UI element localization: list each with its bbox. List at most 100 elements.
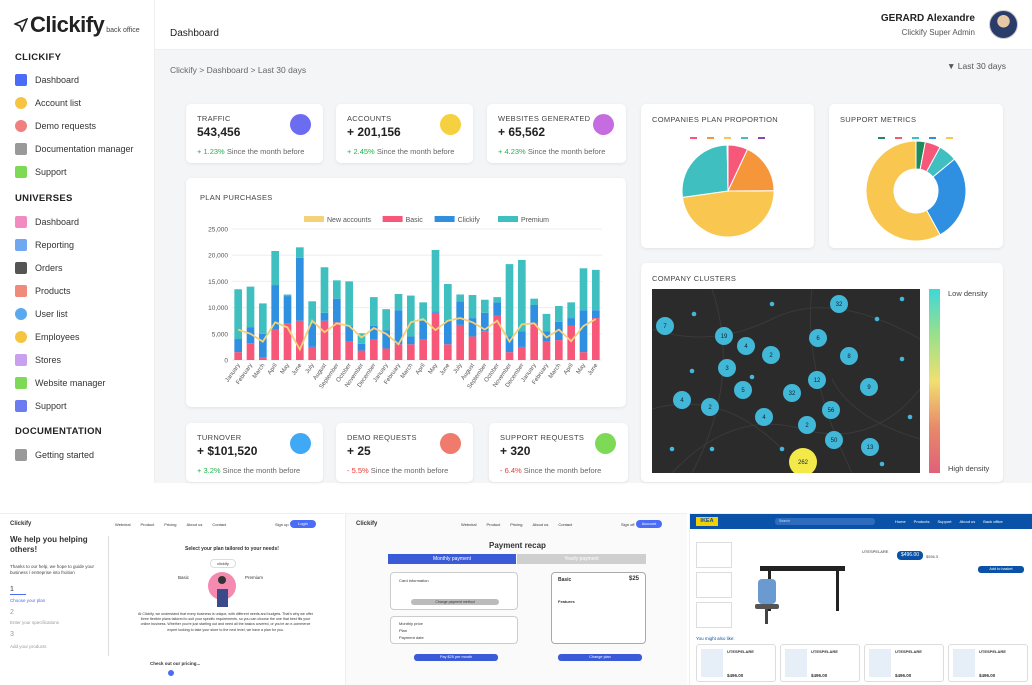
cluster-marker[interactable]: 4 <box>737 337 755 355</box>
bar-premium[interactable] <box>320 267 329 313</box>
bar-premium[interactable] <box>567 302 575 319</box>
bar-basic[interactable] <box>431 312 440 360</box>
bar-clickify[interactable] <box>555 321 563 341</box>
sidebar-item-items1-0[interactable]: Dashboard <box>15 71 150 89</box>
cluster-marker[interactable]: 2 <box>798 416 816 434</box>
map-point[interactable] <box>879 461 885 467</box>
pie-slice[interactable] <box>726 144 729 192</box>
bar-premium[interactable] <box>505 264 514 337</box>
bar-basic[interactable] <box>370 339 378 360</box>
sidebar-item-items2-5[interactable]: Employees <box>15 328 150 346</box>
bar-premium[interactable] <box>542 313 551 332</box>
bar-premium[interactable] <box>431 249 440 312</box>
bar-basic[interactable] <box>296 320 304 360</box>
bar-premium[interactable] <box>419 302 427 321</box>
bar-basic[interactable] <box>394 344 403 360</box>
cluster-marker[interactable]: 56 <box>822 401 840 419</box>
bar-clickify[interactable] <box>271 285 279 330</box>
bar-basic[interactable] <box>271 329 279 360</box>
cluster-marker[interactable]: 6 <box>809 329 827 347</box>
bar-basic[interactable] <box>419 339 427 360</box>
bar-premium[interactable] <box>333 280 341 299</box>
sidebar-item-items2-4[interactable]: User list <box>15 305 150 323</box>
pie-slice[interactable] <box>925 158 967 236</box>
bar-clickify[interactable] <box>394 310 403 345</box>
bar-premium[interactable] <box>246 286 255 328</box>
bar-basic[interactable] <box>456 324 464 360</box>
bar-premium[interactable] <box>530 298 538 305</box>
bar-basic[interactable] <box>481 331 489 360</box>
cluster-marker[interactable]: 9 <box>860 378 878 396</box>
bar-basic[interactable] <box>246 343 255 360</box>
bar-premium[interactable] <box>555 306 563 322</box>
bar-clickify[interactable] <box>320 312 329 321</box>
bar-premium[interactable] <box>394 293 403 311</box>
map-point[interactable] <box>689 368 695 374</box>
bar-basic[interactable] <box>283 323 292 360</box>
legend-label[interactable]: Premium <box>521 217 549 224</box>
bar-basic[interactable] <box>505 352 514 360</box>
bar-basic[interactable] <box>567 325 575 360</box>
payment-recap-preview[interactable]: Clickify Webviral Product Pricing About us C… <box>345 513 687 685</box>
sidebar-item-items1-4[interactable]: Support <box>15 163 150 181</box>
sidebar-item-items2-7[interactable]: Website manager <box>15 374 150 392</box>
cluster-marker[interactable]: 12 <box>808 371 826 389</box>
cluster-marker[interactable]: 7 <box>656 317 674 335</box>
bar-premium[interactable] <box>481 299 489 313</box>
bar-basic[interactable] <box>518 346 526 360</box>
cluster-marker[interactable]: 8 <box>840 347 858 365</box>
bar-basic[interactable] <box>308 346 316 360</box>
bar-clickify[interactable] <box>259 333 267 358</box>
bar-basic[interactable] <box>345 341 353 360</box>
pie-slice[interactable] <box>681 190 775 238</box>
bar-clickify[interactable] <box>234 339 242 353</box>
sidebar-item-items2-2[interactable]: Orders <box>15 259 150 277</box>
sidebar-item-items2-3[interactable]: Products <box>15 282 150 300</box>
bar-basic[interactable] <box>592 318 600 360</box>
bar-premium[interactable] <box>382 309 390 331</box>
bar-premium[interactable] <box>468 295 477 319</box>
bar-basic[interactable] <box>333 322 341 360</box>
bar-basic[interactable] <box>382 348 390 360</box>
cluster-marker[interactable]: 13 <box>861 438 879 456</box>
cluster-marker[interactable]: 262 <box>789 448 817 473</box>
sidebar-item-items2-0[interactable]: Dashboard <box>15 213 150 231</box>
bar-clickify[interactable] <box>296 257 304 321</box>
bar-clickify[interactable] <box>456 301 464 325</box>
map-point[interactable] <box>899 356 905 362</box>
map-point[interactable] <box>669 446 675 452</box>
map-point[interactable] <box>907 414 913 420</box>
app-logo[interactable]: Clickify back office <box>14 12 140 38</box>
sidebar-item-items1-3[interactable]: Documentation manager <box>15 140 150 158</box>
bar-basic[interactable] <box>234 352 242 360</box>
date-filter[interactable]: ▼ Last 30 days <box>947 61 1006 71</box>
pie-slice[interactable] <box>865 140 941 242</box>
bar-premium[interactable] <box>444 284 452 321</box>
sidebar-item-items3-0[interactable]: Getting started <box>15 446 150 464</box>
bar-premium[interactable] <box>370 297 378 326</box>
sidebar-item-items2-8[interactable]: Support <box>15 397 150 415</box>
legend-label[interactable]: New accounts <box>327 217 371 224</box>
map-point[interactable] <box>709 446 715 452</box>
bar-basic[interactable] <box>493 315 501 360</box>
cluster-marker[interactable]: 32 <box>830 295 848 313</box>
pie-slice[interactable] <box>681 144 729 198</box>
bar-clickify[interactable] <box>579 310 588 353</box>
breadcrumb[interactable]: Clickify > Dashboard > Last 30 days <box>170 65 307 75</box>
bar-clickify[interactable] <box>431 311 440 313</box>
user-name[interactable]: GERARD Alexandre <box>880 13 975 24</box>
bar-basic[interactable] <box>259 357 267 360</box>
cluster-map[interactable]: 32 7 19 4 2 6 8 3 5 12 32 9 4 2 56 4 2 50 13 262 <box>652 289 920 473</box>
bar-basic[interactable] <box>320 320 329 360</box>
legend-label[interactable]: Clickify <box>458 217 481 224</box>
cluster-marker[interactable]: 2 <box>701 398 719 416</box>
bar-premium[interactable] <box>259 303 267 334</box>
bar-premium[interactable] <box>234 289 242 340</box>
sidebar-item-items2-1[interactable]: Reporting <box>15 236 150 254</box>
bar-clickify[interactable] <box>419 320 427 340</box>
bar-clickify[interactable] <box>505 336 514 353</box>
pie-slice[interactable] <box>727 148 775 192</box>
bar-clickify[interactable] <box>308 323 316 347</box>
bar-clickify[interactable] <box>333 298 341 323</box>
bar-clickify[interactable] <box>518 331 526 347</box>
